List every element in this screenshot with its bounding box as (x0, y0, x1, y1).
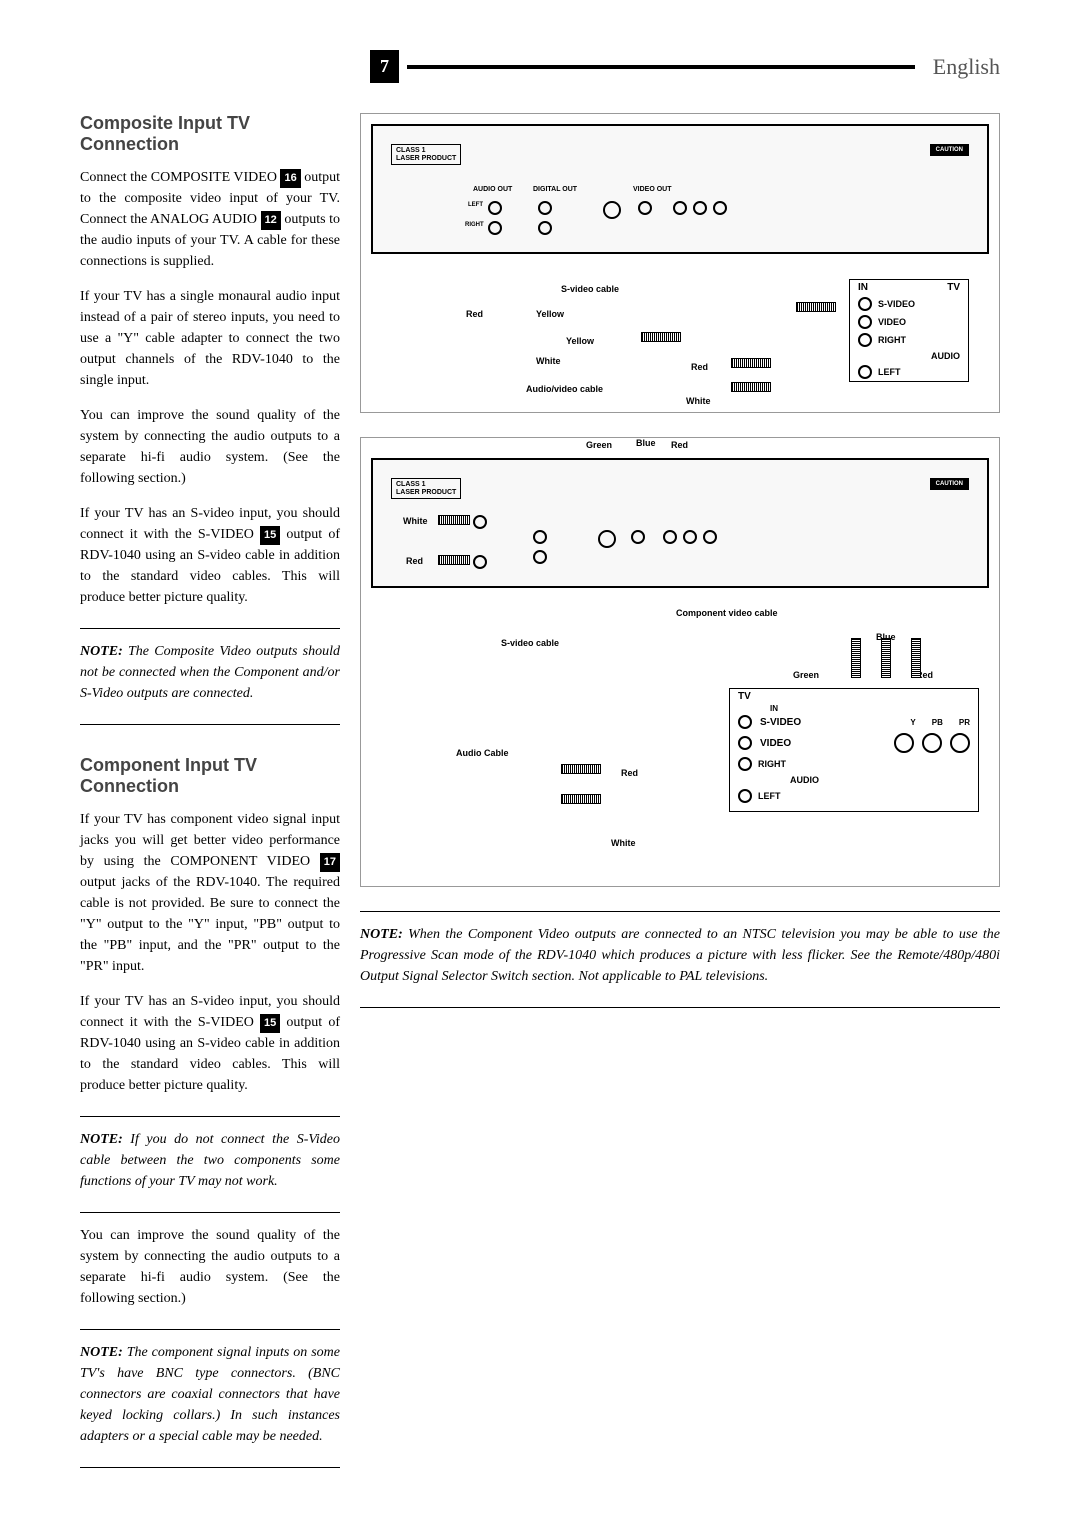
ref-16: 16 (280, 169, 300, 188)
ref-17: 17 (320, 853, 340, 872)
composite-p1: Connect the COMPOSITE VIDEO 16 output to… (80, 167, 340, 272)
separator (360, 911, 1000, 912)
component-note2: NOTE: The component signal inputs on som… (80, 1342, 340, 1447)
component-note1: NOTE: If you do not connect the S-Video … (80, 1129, 340, 1192)
back-panel: CLASS 1 LASER PRODUCT White Red CAUTION (371, 458, 989, 588)
component-diagram: Green Blue Red CLASS 1 LASER PRODUCT Whi… (360, 437, 1000, 887)
composite-p4: If your TV has an S-video input, you sho… (80, 503, 340, 608)
language-label: English (933, 54, 1000, 80)
composite-p3: You can improve the sound quality of the… (80, 405, 340, 489)
separator (80, 1467, 340, 1468)
page-number: 7 (370, 50, 399, 83)
tv-inputs-2: TV IN S-VIDEO Y PB PR VIDEO (729, 688, 979, 812)
composite-note: NOTE: The Composite Video outputs should… (80, 641, 340, 704)
page-header: 7 English (370, 50, 1000, 83)
separator (360, 1007, 1000, 1008)
class-label: CLASS 1 LASER PRODUCT (391, 478, 461, 499)
bottom-note: NOTE: When the Component Video outputs a… (360, 924, 1000, 987)
composite-heading: Composite Input TV Connection (80, 113, 340, 155)
component-heading: Component Input TV Connection (80, 755, 340, 797)
class-label: CLASS 1 LASER PRODUCT (391, 144, 461, 165)
back-panel: CLASS 1 LASER PRODUCT AUDIO OUT DIGITAL … (371, 124, 989, 254)
ref-12: 12 (261, 211, 281, 230)
header-rule (407, 65, 915, 69)
ref-15b: 15 (260, 1014, 280, 1033)
component-p1: If your TV has component video signal in… (80, 809, 340, 977)
composite-diagram: CLASS 1 LASER PRODUCT AUDIO OUT DIGITAL … (360, 113, 1000, 413)
component-p2: If your TV has an S-video input, you sho… (80, 991, 340, 1096)
separator (80, 724, 340, 725)
separator (80, 1329, 340, 1330)
separator (80, 1212, 340, 1213)
ref-15a: 15 (260, 526, 280, 545)
component-p3: You can improve the sound quality of the… (80, 1225, 340, 1309)
composite-p2: If your TV has a single monaural audio i… (80, 286, 340, 391)
separator (80, 1116, 340, 1117)
tv-inputs: IN TV S-VIDEO VIDEO RIGHT AUDIO LEFT (849, 279, 969, 382)
separator (80, 628, 340, 629)
